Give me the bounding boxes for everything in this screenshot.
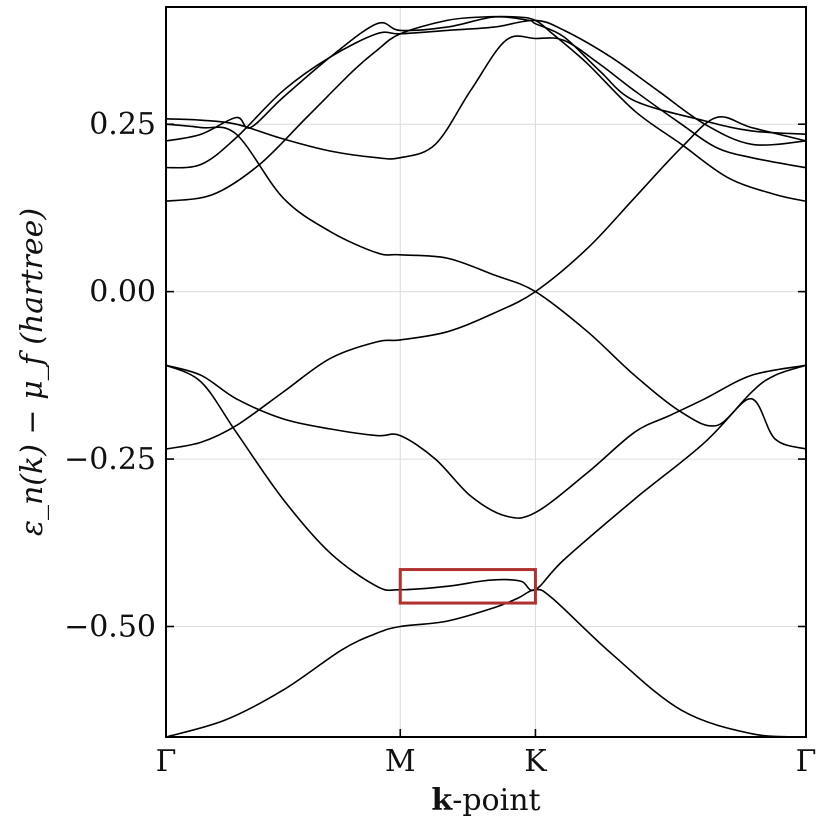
band-9 — [165, 15, 807, 202]
y-tick-label-0: 0.25 — [89, 107, 156, 142]
y-tick-label-2: −0.25 — [64, 442, 156, 477]
axis-ticks: 0.25 0.00 −0.25 −0.50 Γ M K Γ — [64, 107, 816, 779]
grid — [166, 7, 806, 737]
y-axis-label: ε_n(k) − μ_f (hartree) — [15, 208, 50, 536]
band-5 — [165, 123, 807, 450]
band-1 — [165, 588, 807, 738]
plot-frame — [165, 6, 807, 738]
x-tick-label-0: Γ — [156, 744, 177, 779]
band-3 — [165, 364, 807, 519]
highlight-box — [398, 568, 537, 605]
band-7 — [165, 15, 807, 142]
x-axis-label-rest: -point — [452, 783, 540, 818]
band-lines — [165, 15, 807, 738]
x-tick-label-3: Γ — [796, 744, 817, 779]
x-tick-label-2: K — [524, 744, 547, 779]
x-axis-label-bold: k — [431, 783, 453, 818]
band-2 — [165, 364, 807, 592]
y-tick-label-1: 0.00 — [89, 275, 156, 310]
x-tick-label-1: M — [385, 744, 416, 779]
x-axis-label: k-point — [431, 783, 540, 818]
band-6 — [165, 35, 807, 169]
band-8 — [165, 19, 807, 169]
band-4 — [165, 116, 807, 450]
y-tick-label-3: −0.50 — [64, 609, 156, 644]
